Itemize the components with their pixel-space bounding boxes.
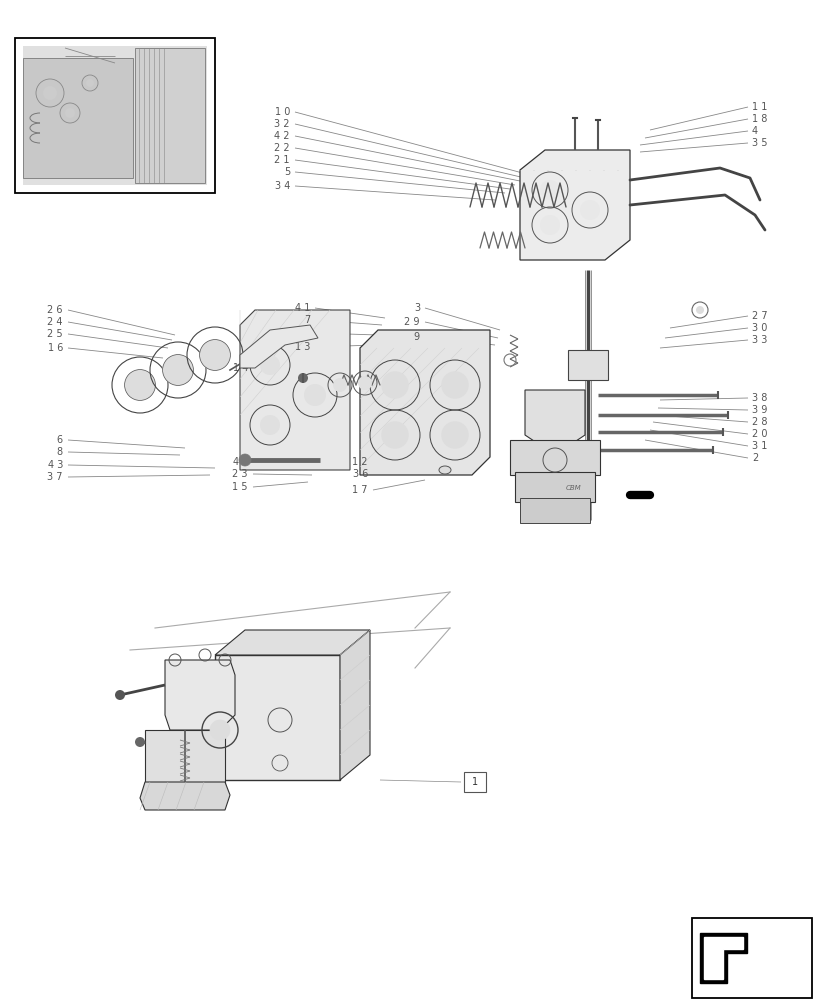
Text: 5: 5 — [284, 167, 289, 177]
Text: 1 1: 1 1 — [751, 102, 767, 112]
Bar — [691, 918, 811, 998]
Polygon shape — [240, 310, 350, 470]
Text: 4: 4 — [751, 126, 758, 136]
Text: 3 9: 3 9 — [751, 405, 767, 415]
Text: 2 5: 2 5 — [47, 329, 63, 339]
Text: 2 2: 2 2 — [274, 143, 289, 153]
Text: 2 9: 2 9 — [404, 317, 419, 327]
Text: 4 1: 4 1 — [294, 303, 309, 313]
Circle shape — [86, 79, 94, 87]
Text: 2 1: 2 1 — [275, 155, 289, 165]
Text: 1 2: 1 2 — [352, 457, 367, 467]
Polygon shape — [140, 782, 230, 810]
Text: 8: 8 — [57, 447, 63, 457]
Text: 1 6: 1 6 — [48, 343, 63, 353]
Bar — [15, 38, 215, 193]
Text: 2 0: 2 0 — [751, 429, 767, 439]
Bar — [463, 772, 485, 792]
Circle shape — [135, 737, 145, 747]
Polygon shape — [340, 630, 370, 780]
Polygon shape — [699, 933, 746, 983]
Text: 2 3: 2 3 — [232, 469, 248, 479]
Ellipse shape — [438, 466, 451, 474]
Text: 1 3: 1 3 — [294, 342, 309, 352]
Circle shape — [124, 370, 155, 400]
Circle shape — [441, 371, 468, 399]
Circle shape — [298, 373, 308, 383]
Text: 4 2: 4 2 — [275, 131, 289, 141]
Bar — [514, 472, 595, 502]
Text: CBM: CBM — [566, 485, 581, 491]
Text: 2 6: 2 6 — [47, 305, 63, 315]
Bar — [145, 730, 225, 785]
Text: 1 0: 1 0 — [275, 107, 289, 117]
Circle shape — [332, 378, 347, 392]
Circle shape — [162, 355, 194, 385]
Circle shape — [65, 108, 75, 118]
Circle shape — [260, 415, 280, 435]
Text: 1 5: 1 5 — [232, 482, 248, 492]
Bar — [509, 440, 600, 475]
Bar — [519, 498, 590, 523]
Polygon shape — [165, 660, 235, 730]
Circle shape — [357, 376, 371, 390]
Circle shape — [260, 355, 280, 375]
Polygon shape — [524, 390, 585, 445]
Circle shape — [43, 86, 57, 100]
Text: 1 9: 1 9 — [294, 328, 309, 338]
Text: 3: 3 — [414, 303, 419, 313]
Circle shape — [210, 720, 230, 740]
Text: 4 3: 4 3 — [48, 460, 63, 470]
Text: 1 8: 1 8 — [751, 114, 767, 124]
Circle shape — [696, 306, 703, 314]
Text: 3 8: 3 8 — [751, 393, 767, 403]
Circle shape — [539, 180, 559, 200]
Text: 1 4: 1 4 — [232, 363, 248, 373]
Text: 1 7: 1 7 — [352, 485, 367, 495]
Circle shape — [239, 454, 251, 466]
Circle shape — [115, 690, 125, 700]
Polygon shape — [215, 655, 340, 780]
Text: 3 6: 3 6 — [352, 469, 367, 479]
Polygon shape — [240, 325, 318, 368]
Bar — [23, 58, 133, 178]
Text: 2 7: 2 7 — [751, 311, 767, 321]
Text: 1: 1 — [471, 777, 477, 787]
Circle shape — [304, 384, 326, 406]
Text: 3 2: 3 2 — [275, 119, 289, 129]
Text: 3 3: 3 3 — [751, 335, 767, 345]
Circle shape — [380, 371, 409, 399]
Polygon shape — [215, 630, 370, 655]
Text: 3 4: 3 4 — [275, 181, 289, 191]
Text: 4 0: 4 0 — [232, 457, 248, 467]
Text: 3 1: 3 1 — [751, 441, 767, 451]
Text: 6: 6 — [57, 435, 63, 445]
Bar — [135, 48, 205, 183]
Polygon shape — [519, 150, 629, 260]
Bar — [23, 46, 207, 185]
Circle shape — [579, 200, 600, 220]
Text: 9: 9 — [414, 332, 419, 342]
Bar — [567, 350, 607, 380]
Text: 3 7: 3 7 — [47, 472, 63, 482]
Circle shape — [380, 421, 409, 449]
Text: 2 4: 2 4 — [47, 317, 63, 327]
Text: 2: 2 — [751, 453, 758, 463]
Circle shape — [539, 215, 559, 235]
Text: 2 8: 2 8 — [751, 417, 767, 427]
Circle shape — [199, 340, 230, 370]
Polygon shape — [360, 330, 490, 475]
Text: 7: 7 — [304, 315, 309, 325]
Text: 3 5: 3 5 — [751, 138, 767, 148]
Bar — [696, 923, 806, 993]
Polygon shape — [703, 937, 742, 979]
Text: 3 0: 3 0 — [751, 323, 767, 333]
Circle shape — [441, 421, 468, 449]
